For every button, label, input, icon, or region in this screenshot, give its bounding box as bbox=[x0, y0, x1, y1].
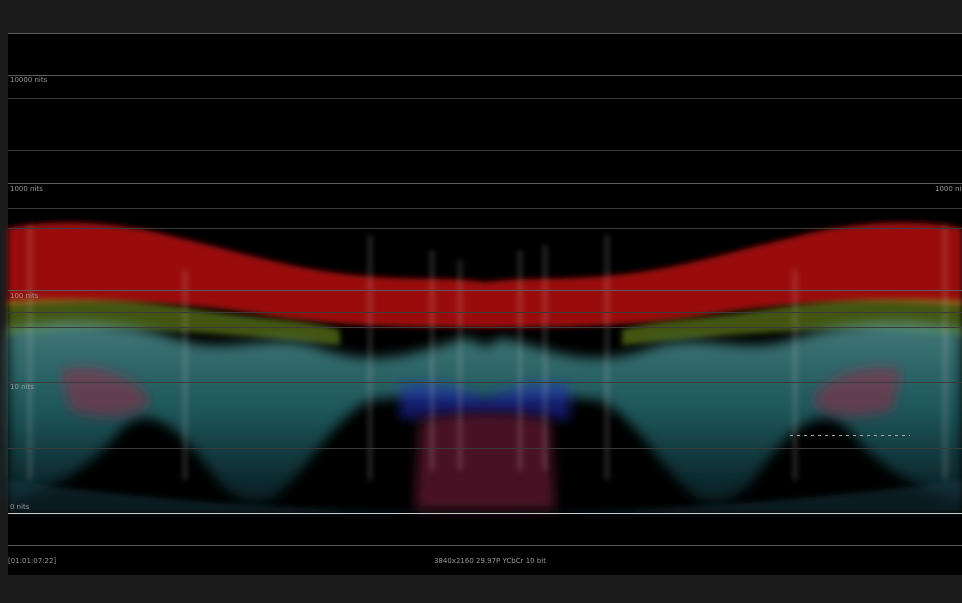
graticule bbox=[8, 33, 962, 546]
scale-label-right: 1000 nit bbox=[935, 185, 962, 193]
bottom-bar bbox=[0, 575, 962, 603]
scale-label: 10 nits bbox=[10, 383, 34, 391]
waveform-trace bbox=[8, 222, 962, 513]
scale-label: 0 nits bbox=[10, 503, 30, 511]
timecode: [01:01:07:22] bbox=[8, 557, 56, 565]
scale-label: 100 nits bbox=[10, 292, 39, 300]
format-info: 3840x2160 29.97P YCbCr 10 bit bbox=[434, 557, 546, 565]
scale-label: 10000 nits bbox=[10, 76, 48, 84]
scale-label: 1000 nits bbox=[10, 185, 43, 193]
